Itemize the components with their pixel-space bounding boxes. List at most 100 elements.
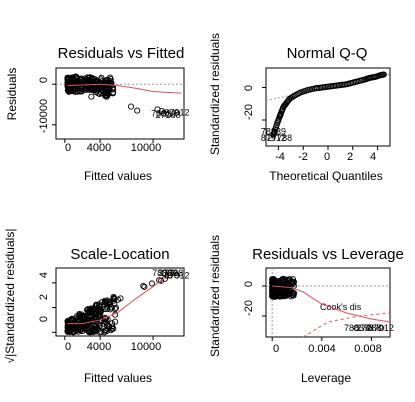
x-axis-label: Theoretical Quantiles bbox=[269, 169, 382, 183]
y-tick-label: -10000 bbox=[38, 99, 50, 133]
data-point bbox=[274, 288, 281, 295]
y-axis-label: Residuals bbox=[5, 68, 19, 121]
data-point bbox=[78, 328, 85, 335]
data-point bbox=[91, 328, 98, 335]
outlier-point bbox=[134, 107, 141, 114]
data-point bbox=[75, 327, 82, 334]
x-tick-label: 10000 bbox=[131, 142, 162, 154]
chart-title: Normal Q-Q bbox=[287, 45, 368, 62]
x-axis-label: Leverage bbox=[301, 371, 351, 385]
data-point bbox=[103, 321, 110, 328]
x-tick-label: 4000 bbox=[87, 341, 111, 353]
point-label: 78839 bbox=[151, 108, 176, 118]
data-point bbox=[78, 88, 85, 95]
data-point bbox=[101, 305, 108, 313]
panel-scale-location: Scale-Location Fitted values √|Standardi… bbox=[3, 229, 170, 385]
data-point bbox=[81, 85, 88, 92]
data-point bbox=[380, 71, 387, 78]
data-point bbox=[101, 298, 109, 305]
y-axis-label: Standardized residuals bbox=[208, 33, 222, 155]
labelled-point bbox=[365, 324, 372, 332]
plot-frame bbox=[55, 267, 185, 337]
data-point bbox=[273, 289, 280, 296]
data-point bbox=[104, 325, 111, 332]
x-tick-label: 0 bbox=[65, 341, 71, 353]
panel-residuals-vs-leverage: Residuals vs Leverage Leverage Standardi… bbox=[208, 235, 404, 385]
y-axis-label: Standardized residuals bbox=[208, 235, 222, 357]
x-tick-label: 2 bbox=[347, 151, 353, 163]
data-point bbox=[79, 319, 86, 326]
data-point bbox=[99, 77, 107, 84]
point-label: 78839 bbox=[344, 323, 369, 333]
y-tick-label: 0 bbox=[243, 85, 255, 91]
y-tick-label: 2 bbox=[38, 294, 50, 300]
labelled-point bbox=[173, 109, 180, 116]
data-point bbox=[90, 87, 97, 94]
data-point bbox=[65, 326, 72, 333]
data-point bbox=[109, 323, 116, 330]
data-point bbox=[73, 75, 80, 82]
data-point bbox=[280, 284, 287, 291]
chart-marks: 7883927788879127883987912277887883927788… bbox=[52, 67, 394, 341]
data-point bbox=[100, 320, 107, 327]
y-axis-label: √|Standardized residuals| bbox=[3, 229, 17, 364]
point-label: 87912 bbox=[261, 133, 286, 143]
data-point bbox=[269, 286, 276, 293]
plot-frame bbox=[55, 67, 185, 140]
data-point bbox=[106, 298, 113, 306]
data-point bbox=[100, 89, 107, 96]
y-tick-label: 0 bbox=[38, 77, 50, 83]
data-point bbox=[112, 318, 119, 325]
x-tick-label: 4 bbox=[370, 151, 376, 163]
outlier-point bbox=[117, 295, 124, 302]
data-point bbox=[283, 279, 290, 286]
cooks-distance-contour bbox=[302, 312, 391, 338]
data-point bbox=[95, 307, 102, 314]
outlier-point bbox=[148, 280, 155, 287]
x-tick-label: 0.008 bbox=[354, 343, 382, 355]
data-point bbox=[286, 288, 294, 295]
x-tick-label: 0 bbox=[65, 142, 71, 154]
data-point bbox=[102, 92, 109, 99]
smoother-line bbox=[67, 271, 180, 325]
data-point bbox=[269, 284, 276, 291]
panel-normal-qq: Normal Q-Q Theoretical Quantiles Standar… bbox=[208, 33, 383, 183]
x-tick-label: -2 bbox=[298, 151, 308, 163]
outlier-point bbox=[161, 275, 168, 282]
smoother-line bbox=[272, 285, 391, 323]
data-point bbox=[94, 304, 102, 311]
data-point bbox=[88, 93, 95, 100]
outlier-point bbox=[140, 282, 147, 289]
data-point bbox=[290, 278, 297, 285]
data-point bbox=[111, 296, 118, 303]
data-point bbox=[86, 307, 93, 314]
y-tick-label: 0 bbox=[38, 316, 50, 322]
y-tick-label: -20 bbox=[243, 300, 255, 316]
point-label: 27788 bbox=[158, 268, 183, 278]
point-label: 78839 bbox=[261, 126, 286, 136]
point-label: 27788 bbox=[156, 110, 181, 120]
smoother-line bbox=[67, 83, 182, 94]
x-tick-label: 0 bbox=[273, 343, 279, 355]
point-label: 78839 bbox=[152, 268, 177, 278]
data-point bbox=[89, 75, 96, 82]
panel-residuals-vs-fitted: Residuals vs Fitted Fitted values Residu… bbox=[5, 45, 184, 183]
x-tick-label: 0.004 bbox=[308, 343, 336, 355]
cooks-distance-label: Cook's dis bbox=[320, 302, 362, 312]
data-point bbox=[84, 306, 91, 313]
data-point bbox=[96, 90, 103, 98]
y-tick-label: 0 bbox=[243, 281, 255, 287]
point-label: 87912 bbox=[164, 108, 189, 118]
data-point bbox=[279, 276, 286, 283]
chart-title: Scale-Location bbox=[70, 246, 169, 263]
outlier-point bbox=[141, 283, 148, 290]
point-label: 87912 bbox=[369, 323, 394, 333]
data-point bbox=[109, 89, 117, 96]
data-point bbox=[103, 77, 111, 84]
data-point bbox=[108, 79, 115, 87]
point-label: 27788 bbox=[356, 323, 381, 333]
x-tick-label: 10000 bbox=[131, 341, 162, 353]
x-tick-label: 0 bbox=[324, 151, 330, 163]
data-point bbox=[67, 326, 74, 333]
